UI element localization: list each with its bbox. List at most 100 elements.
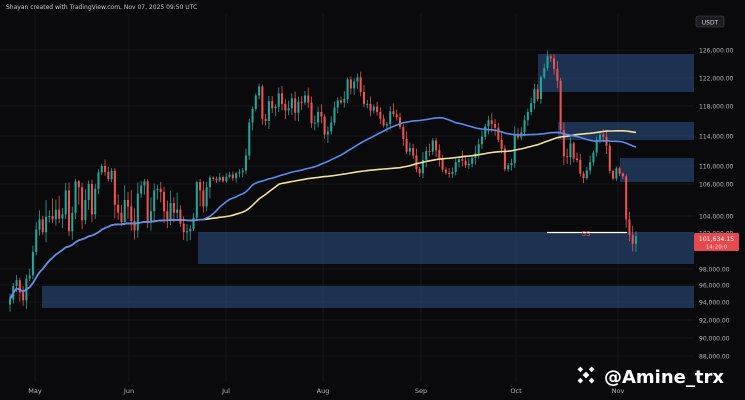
candle-body [461, 159, 464, 161]
candle-body [258, 86, 261, 96]
candle-body [271, 101, 274, 109]
y-tick-label: 94,000.00 [699, 300, 730, 307]
candle [228, 171, 231, 179]
candle [385, 121, 388, 133]
candle [241, 168, 244, 178]
candle [264, 113, 267, 126]
candle [31, 245, 34, 280]
candle-body [408, 148, 411, 152]
candle-body [8, 299, 12, 305]
candle [421, 152, 424, 179]
candle-body [618, 168, 621, 174]
candle [113, 168, 116, 219]
candle [366, 99, 369, 109]
candle [35, 222, 38, 256]
candle-body [67, 190, 71, 232]
candle-body [195, 182, 198, 218]
candle-body [336, 100, 339, 108]
candle-body [81, 187, 84, 221]
candle [438, 144, 441, 167]
candle [559, 77, 562, 132]
candle-body [212, 177, 215, 179]
candle [192, 212, 195, 232]
candle [277, 87, 280, 112]
candle-body [484, 126, 487, 137]
candle-body [330, 122, 333, 132]
y-tick-label: 110,000.00 [699, 164, 734, 171]
candle [64, 182, 67, 220]
moving-average-fast [9, 116, 637, 300]
candle [589, 155, 592, 175]
candle-body [448, 172, 451, 175]
zone-demand-upper [198, 232, 694, 264]
candle-body [235, 173, 238, 179]
candle [199, 178, 202, 207]
candle [562, 122, 565, 165]
candle-body [290, 98, 293, 109]
candle [464, 156, 467, 169]
x-tick-label: Nov [612, 387, 625, 395]
candle-body [31, 251, 34, 276]
candle [461, 150, 464, 167]
candle [166, 200, 169, 229]
candle-body [22, 292, 25, 301]
candle-body [628, 219, 631, 235]
candle-body [71, 212, 74, 232]
candle-body [326, 131, 329, 135]
candle [61, 207, 64, 229]
candle-body [238, 172, 241, 174]
candle-body [297, 101, 300, 113]
currency-badge-box [695, 15, 725, 28]
candle [143, 178, 146, 195]
candle-body [385, 124, 388, 126]
candle-body [507, 165, 510, 170]
candle [382, 114, 385, 128]
y-tick-label: 96,000.00 [699, 283, 730, 290]
candle-body [536, 89, 539, 99]
candle [235, 172, 238, 183]
candle [569, 137, 572, 166]
candle-body [451, 171, 454, 175]
candle-body [264, 118, 267, 121]
candle [267, 95, 270, 129]
candle-body [104, 166, 107, 172]
candle [248, 118, 251, 160]
candle-body [176, 209, 179, 213]
candle [317, 106, 320, 128]
candle-body [254, 95, 257, 109]
candle-body [480, 136, 483, 145]
candle [208, 175, 211, 199]
candle [172, 197, 175, 223]
candle-body [61, 214, 64, 219]
candle-body [149, 211, 152, 223]
candle [425, 146, 428, 168]
candle-body [163, 192, 166, 212]
candle-body [553, 58, 556, 69]
candle-body [159, 188, 162, 192]
current-price-box [694, 233, 739, 251]
candle [592, 150, 595, 166]
candle [500, 131, 503, 153]
candle-body [248, 122, 251, 156]
candle-body [90, 184, 93, 215]
candle [395, 109, 398, 121]
candle [402, 124, 405, 146]
candle-body [41, 219, 44, 233]
candle [615, 166, 618, 182]
candle-body [487, 120, 490, 127]
candle-body [244, 155, 247, 171]
candle [572, 141, 575, 163]
candle [67, 182, 71, 237]
candle [294, 91, 297, 121]
candle-body [281, 93, 284, 104]
candle [575, 152, 579, 163]
candle-body [192, 217, 195, 229]
zone-demand-lower [42, 286, 694, 308]
candle [110, 168, 113, 183]
candle [290, 93, 293, 115]
candle [231, 171, 234, 181]
candle [41, 215, 44, 235]
candle-body [523, 120, 526, 133]
candle [117, 194, 120, 220]
candle [543, 63, 546, 80]
